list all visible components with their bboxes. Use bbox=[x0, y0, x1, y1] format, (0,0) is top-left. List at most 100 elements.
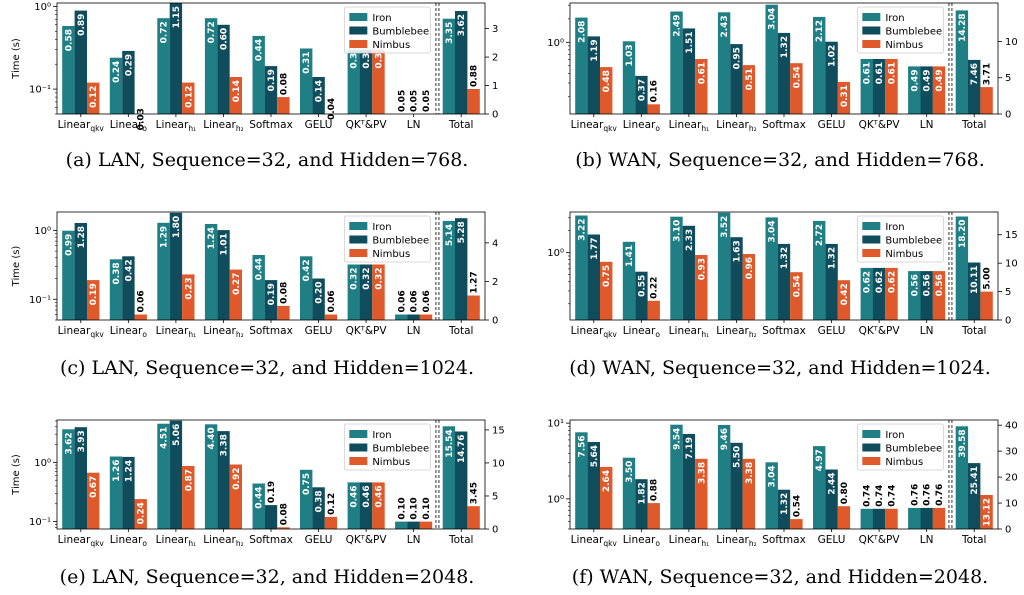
bar-bumblebee bbox=[920, 66, 933, 114]
bar-nimbus bbox=[695, 458, 708, 529]
bar-value-label: 0.44 bbox=[255, 39, 265, 61]
bar-value-label: 0.06 bbox=[397, 290, 407, 312]
bar-value-label: 0.62 bbox=[863, 271, 873, 293]
legend-label-bumblebee: Bumblebee bbox=[372, 27, 429, 38]
subfigure-caption: (e) LAN, Sequence=32, and Hidden=2048. bbox=[60, 566, 475, 588]
y-axis-label: Time (s) bbox=[11, 246, 22, 288]
bar-value-label: 0.19 bbox=[267, 283, 277, 305]
bar-value-label: 0.22 bbox=[650, 277, 660, 299]
bar-value-label: 0.56 bbox=[923, 274, 933, 296]
legend-label-nimbus: Nimbus bbox=[372, 40, 410, 51]
bar-value-label: 0.06 bbox=[422, 290, 432, 312]
bar-value-label: 0.46 bbox=[362, 485, 372, 507]
bar-value-label: 0.76 bbox=[935, 484, 945, 506]
legend-swatch-nimbus bbox=[862, 249, 881, 257]
bar-value-label: 0.62 bbox=[875, 271, 885, 293]
category-label: Linearo bbox=[110, 534, 148, 548]
bar-bumblebee bbox=[730, 44, 743, 114]
legend-label-iron: Iron bbox=[885, 430, 904, 441]
bar-nimbus bbox=[837, 81, 851, 114]
category-label: Linearh₂ bbox=[716, 119, 756, 133]
bar-bumblebee bbox=[359, 264, 373, 320]
y2-tick-label: 5 bbox=[492, 491, 498, 502]
bar-iron bbox=[204, 224, 218, 320]
bar-bumblebee bbox=[359, 49, 373, 115]
bar-nimbus bbox=[87, 280, 100, 320]
bar-value-label: 0.14 bbox=[232, 80, 242, 102]
bar-iron bbox=[908, 507, 921, 529]
bar-value-label: 0.06 bbox=[137, 290, 147, 312]
bar-value-label: 0.10 bbox=[397, 497, 407, 519]
category-label: LN bbox=[920, 119, 934, 131]
bar-bumblebee bbox=[217, 24, 230, 114]
bar-nimbus bbox=[229, 269, 242, 320]
bar-value-label: 0.31 bbox=[840, 85, 850, 107]
total-bar-bumblebee bbox=[455, 11, 468, 114]
total-bar-nimbus bbox=[980, 87, 993, 114]
y-tick-label: 10⁻¹ bbox=[29, 85, 51, 96]
total-bar-nimbus bbox=[467, 89, 480, 114]
legend-label-nimbus: Nimbus bbox=[372, 457, 410, 468]
bar-value-label: 1.63 bbox=[732, 240, 742, 262]
total-value-label: 13.12 bbox=[983, 498, 993, 526]
bar-iron bbox=[157, 18, 170, 115]
legend-swatch-bumblebee bbox=[862, 443, 881, 452]
bar-value-label: 1.32 bbox=[780, 247, 790, 269]
category-label: Linearh₁ bbox=[669, 534, 709, 548]
bar-value-label: 7.19 bbox=[685, 437, 695, 459]
total-bar-iron bbox=[955, 426, 969, 529]
legend-label-iron: Iron bbox=[372, 13, 391, 24]
bar-nimbus bbox=[647, 104, 660, 114]
legend-label-nimbus: Nimbus bbox=[372, 249, 410, 260]
bar-value-label: 2.72 bbox=[815, 224, 825, 246]
bar-value-label: 0.16 bbox=[650, 80, 660, 102]
y2-tick-label: 20 bbox=[1005, 473, 1018, 484]
bar-nimbus bbox=[229, 77, 242, 114]
category-label: Linearh₂ bbox=[716, 325, 756, 339]
bar-value-label: 1.24 bbox=[207, 227, 217, 249]
bar-bumblebee bbox=[169, 420, 183, 529]
legend-swatch-nimbus bbox=[349, 40, 368, 48]
bar-iron bbox=[860, 59, 873, 114]
total-bar-iron bbox=[442, 18, 456, 115]
category-label: Linearh₁ bbox=[156, 534, 196, 548]
bar-bumblebee bbox=[730, 442, 743, 529]
bar-iron bbox=[300, 48, 313, 114]
category-label: GELU bbox=[305, 534, 333, 546]
bar-bumblebee bbox=[587, 36, 600, 114]
bar-value-label: 0.14 bbox=[315, 80, 325, 102]
legend-label-iron: Iron bbox=[885, 13, 904, 24]
bar-value-label: 0.19 bbox=[267, 481, 277, 503]
bar-value-label: 0.42 bbox=[124, 259, 134, 281]
category-label: QKᵀ&PV bbox=[346, 119, 388, 131]
subfigure-caption: (a) LAN, Sequence=32, and Hidden=768. bbox=[66, 149, 469, 171]
bar-bumblebee bbox=[217, 431, 230, 529]
bar-value-label: 0.72 bbox=[207, 21, 217, 43]
bar-nimbus bbox=[277, 97, 290, 114]
category-label: Linearo bbox=[623, 325, 661, 339]
bar-nimbus bbox=[87, 472, 100, 529]
category-label: Linearh₁ bbox=[669, 119, 709, 133]
bar-value-label: 0.46 bbox=[375, 485, 385, 507]
legend-swatch-nimbus bbox=[862, 457, 881, 465]
bar-value-label: 1.26 bbox=[112, 460, 122, 482]
bar-value-label: 1.28 bbox=[77, 226, 87, 248]
bar-value-label: 0.49 bbox=[935, 69, 945, 91]
bar-nimbus bbox=[695, 255, 708, 320]
bar-bumblebee bbox=[872, 508, 886, 529]
bar-nimbus bbox=[885, 59, 898, 114]
bar-value-label: 0.24 bbox=[137, 502, 147, 524]
total-value-label: 7.46 bbox=[970, 63, 980, 85]
bar-nimbus bbox=[600, 466, 613, 529]
bar-value-label: 1.02 bbox=[828, 45, 838, 67]
bar-value-label: 5.64 bbox=[590, 445, 600, 467]
bar-value-label: 0.44 bbox=[255, 487, 265, 509]
category-label: Linearh₁ bbox=[669, 325, 709, 339]
bar-iron bbox=[622, 241, 636, 320]
bar-value-label: 0.67 bbox=[89, 476, 99, 498]
bar-value-label: 1.77 bbox=[590, 238, 600, 260]
category-label: Linearo bbox=[110, 325, 148, 339]
legend-swatch-iron bbox=[349, 222, 368, 230]
total-bar-iron bbox=[442, 426, 456, 529]
bar-value-label: 0.20 bbox=[315, 282, 325, 304]
